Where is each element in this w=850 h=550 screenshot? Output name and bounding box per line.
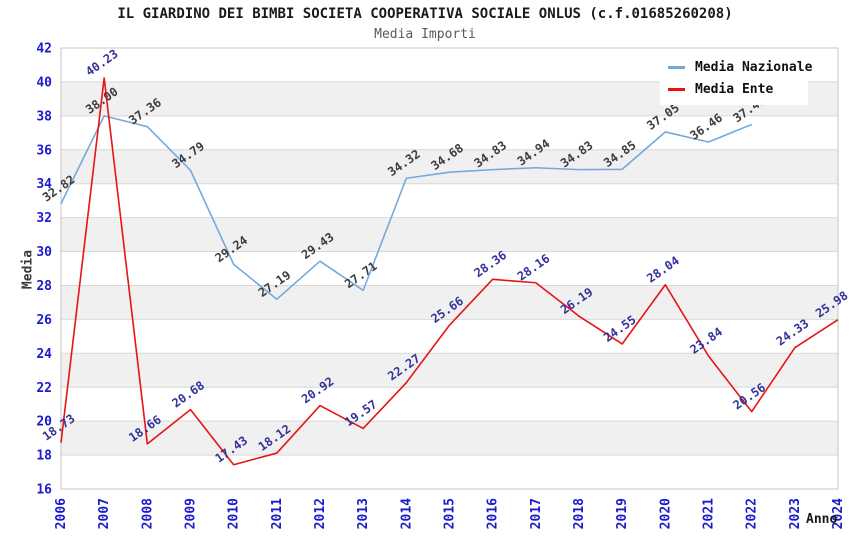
x-tick-label: 2011 — [270, 498, 285, 529]
legend-item-media-ente: Media Ente — [668, 78, 808, 100]
legend-swatch-media-ente-line — [668, 87, 685, 91]
y-tick-label: 16 — [36, 483, 52, 498]
data-label: 28.16 — [515, 251, 553, 283]
x-tick-label: 2024 — [831, 498, 846, 529]
x-tick-label: 2019 — [615, 498, 630, 529]
y-tick-label: 18 — [36, 449, 52, 464]
grid-band — [61, 217, 838, 252]
legend: Media Nazionale Media Ente — [660, 53, 812, 105]
y-tick-label: 32 — [36, 211, 52, 226]
x-tick-label: 2020 — [658, 498, 673, 529]
x-tick-label: 2017 — [529, 498, 544, 529]
x-tick-label: 2014 — [399, 498, 414, 529]
legend-item-media-nazionale: Media Nazionale — [668, 56, 812, 78]
x-axis-label: Anno — [806, 512, 838, 527]
grid-band — [61, 285, 838, 320]
y-tick-labels: 16 18 20 22 24 26 28 30 32 34 36 38 40 42 — [36, 42, 52, 498]
y-tick-label: 20 — [36, 415, 52, 430]
data-label: 40.23 — [83, 47, 121, 79]
x-tick-label: 2008 — [140, 498, 155, 529]
plot-border — [60, 47, 839, 490]
gridlines — [61, 81, 838, 456]
y-tick-label: 22 — [36, 381, 52, 396]
chart-title: IL GIARDINO DEI BIMBI SOCIETA COOPERATIV… — [117, 6, 733, 22]
data-label: 28.36 — [472, 248, 510, 280]
x-tick-label: 2023 — [788, 498, 803, 529]
legend-swatch-media-nazionale-line — [668, 65, 685, 69]
x-tick-labels: 2006 2007 2008 2009 2010 2011 2012 2013 2014 2015… — [54, 498, 846, 529]
x-tick-label: 2006 — [54, 498, 69, 529]
y-axis-label: Media — [20, 249, 36, 290]
series-line-media-ente — [60, 77, 839, 466]
data-label: 28.04 — [644, 253, 682, 285]
x-tick-label: 2018 — [572, 498, 587, 529]
data-label: 24.33 — [774, 316, 812, 348]
chart-subtitle: Media Importi — [374, 27, 476, 42]
x-tick-label: 2009 — [184, 498, 199, 529]
x-tick-label: 2013 — [356, 498, 371, 529]
x-tick-label: 2012 — [313, 498, 328, 529]
y-tick-label: 30 — [36, 245, 52, 260]
x-tick-label: 2010 — [227, 498, 242, 529]
x-tick-label: 2022 — [745, 498, 760, 529]
grid-band — [61, 353, 838, 388]
grid-band — [61, 149, 838, 184]
x-tick-label: 2015 — [443, 498, 458, 529]
legend-label-media-nazionale: Media Nazionale — [695, 59, 813, 75]
y-tick-label: 26 — [36, 313, 52, 328]
y-tick-label: 28 — [36, 279, 52, 294]
y-tick-label: 24 — [36, 347, 52, 362]
grid-band — [61, 421, 838, 456]
y-tick-label: 34 — [36, 177, 52, 192]
x-tick-label: 2007 — [97, 498, 112, 529]
x-tick-label: 2021 — [702, 498, 717, 529]
series-line-media-nazionale — [60, 115, 752, 301]
legend-label-media-ente: Media Ente — [695, 81, 774, 97]
y-tick-label: 38 — [36, 109, 52, 124]
y-tick-label: 36 — [36, 143, 52, 158]
x-tick-label: 2016 — [486, 498, 501, 529]
y-tick-label: 40 — [36, 75, 52, 90]
y-tick-label: 42 — [36, 42, 52, 57]
